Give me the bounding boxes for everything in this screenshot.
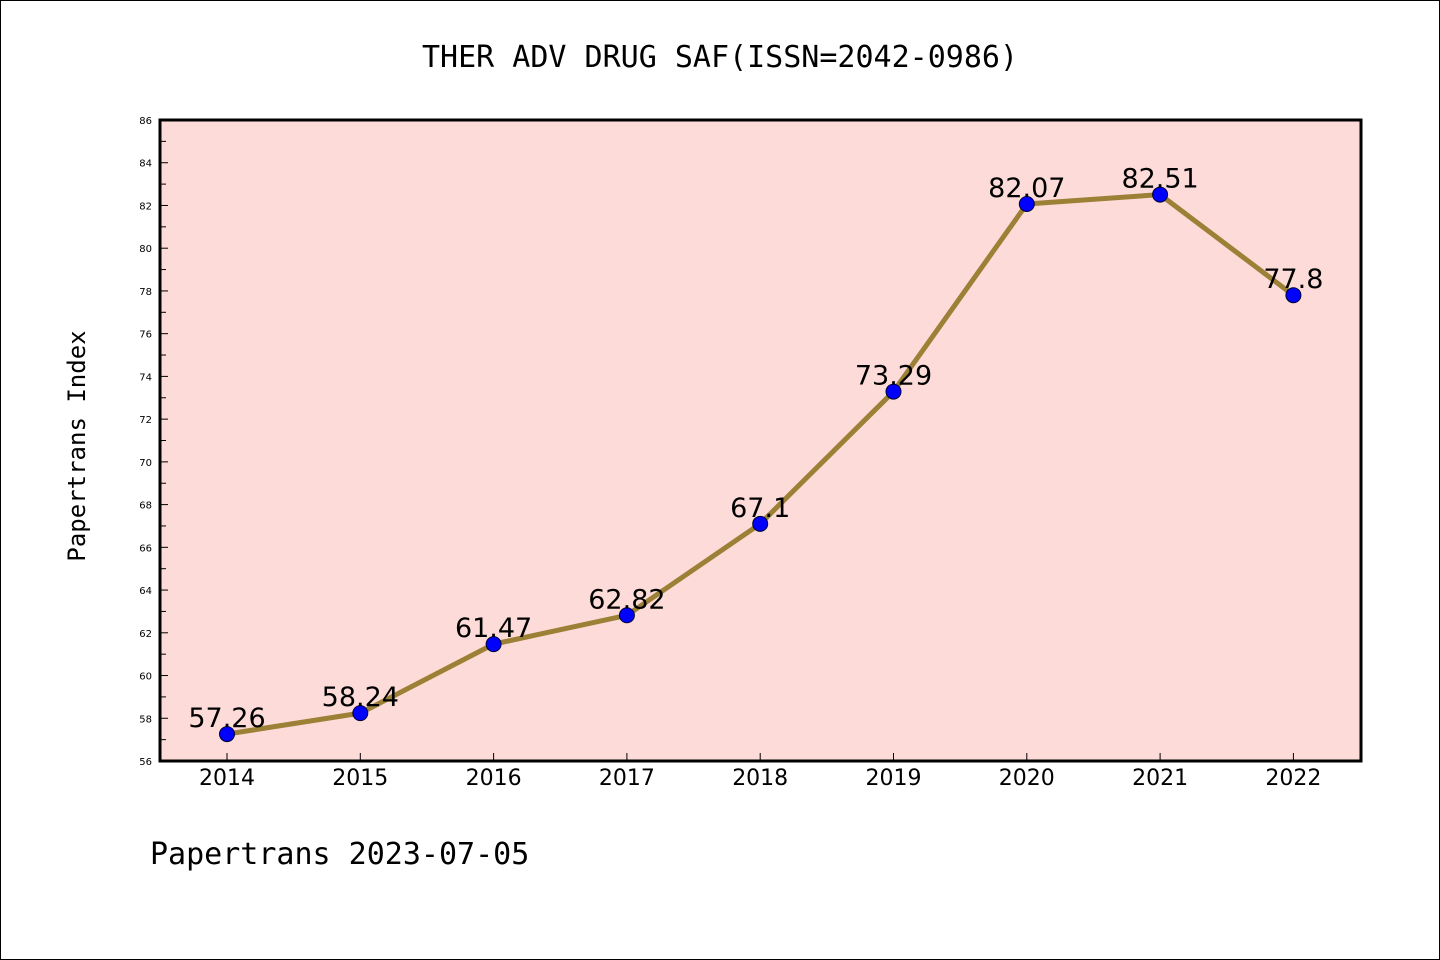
y-tick-label: 68 — [139, 501, 152, 512]
data-label: 58.24 — [322, 682, 399, 713]
y-tick-label: 86 — [139, 116, 152, 127]
data-point — [752, 515, 769, 532]
y-axis-label: Papertrans Index — [63, 330, 91, 561]
data-label: 82.07 — [988, 173, 1065, 204]
data-point — [885, 383, 902, 400]
x-tick-label: 2020 — [999, 766, 1055, 791]
data-label: 61.47 — [455, 613, 532, 644]
y-tick-label: 62 — [139, 629, 152, 640]
data-point — [352, 705, 369, 722]
data-point — [618, 607, 635, 624]
x-tick-label: 2016 — [466, 766, 522, 791]
y-tick-label: 72 — [139, 415, 152, 426]
data-point — [1152, 186, 1169, 203]
y-tick-label: 64 — [139, 586, 152, 597]
footer-text: Papertrans 2023-07-05 — [150, 837, 529, 872]
y-tick-label: 84 — [139, 159, 152, 170]
y-tick-label: 74 — [139, 372, 152, 383]
data-label: 62.82 — [588, 584, 665, 615]
y-tick-label: 66 — [139, 543, 152, 554]
y-tick-label: 80 — [139, 244, 152, 255]
x-axis-ticks: 2014 2015 2016 2017 2018 2019 2020 2021 2022 — [199, 753, 1321, 791]
data-labels: 57.26 58.24 61.47 62.82 67.1 73.29 82.07 82.51 7… — [188, 164, 1323, 735]
y-tick-label: 78 — [139, 287, 152, 298]
y-tick-label: 76 — [139, 330, 152, 341]
data-label: 67.1 — [730, 493, 790, 524]
y-tick-label: 82 — [139, 201, 152, 212]
y-tick-label: 58 — [139, 714, 152, 725]
series-markers — [219, 186, 1302, 743]
data-point — [1018, 195, 1035, 212]
data-label: 73.29 — [855, 361, 932, 392]
y-axis-ticks: 56 58 60 62 64 66 68 70 72 74 76 78 80 82 84 86 — [139, 116, 168, 768]
data-point — [219, 726, 235, 743]
data-label: 82.51 — [1121, 164, 1198, 195]
x-tick-label: 2017 — [599, 766, 655, 791]
data-label: 77.8 — [1263, 264, 1323, 295]
x-tick-label: 2018 — [732, 766, 788, 791]
data-point — [485, 636, 502, 653]
plot-border — [158, 118, 1363, 763]
y-tick-label: 70 — [139, 458, 152, 469]
y-tick-label: 60 — [139, 672, 152, 683]
y-tick-label: 56 — [139, 757, 152, 768]
x-tick-label: 2021 — [1132, 766, 1188, 791]
x-tick-label: 2015 — [332, 766, 388, 791]
x-tick-label: 2022 — [1265, 766, 1321, 791]
x-tick-label: 2014 — [199, 766, 255, 791]
data-point — [1285, 287, 1302, 304]
data-label: 57.26 — [188, 703, 265, 734]
plot-area — [160, 120, 1361, 761]
x-tick-label: 2019 — [866, 766, 922, 791]
chart-title: THER ADV DRUG SAF(ISSN=2042-0986) — [422, 40, 1018, 75]
